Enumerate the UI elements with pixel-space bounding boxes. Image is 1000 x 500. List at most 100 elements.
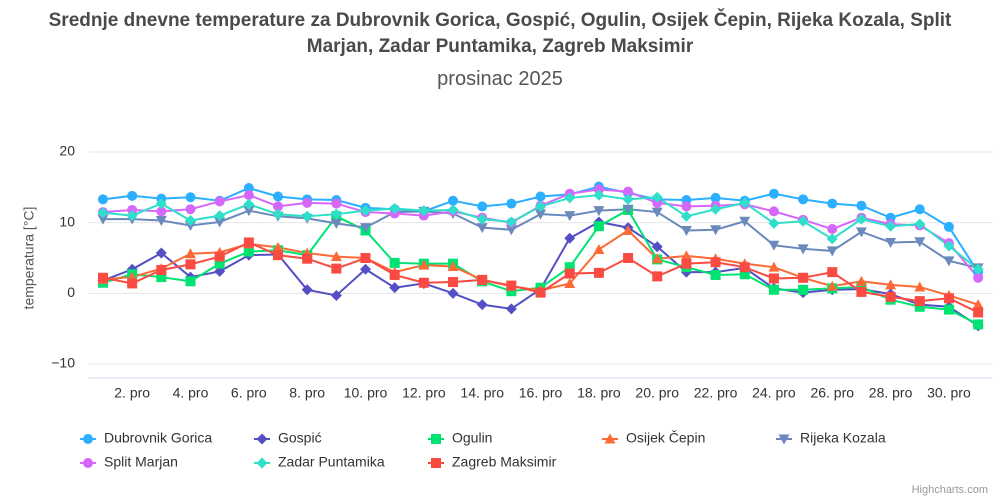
marker (827, 224, 838, 235)
marker (273, 201, 284, 212)
marker (331, 263, 342, 274)
marker (604, 433, 616, 444)
marker (593, 221, 604, 232)
marker (710, 257, 721, 268)
marker (564, 232, 576, 244)
marker (768, 217, 780, 229)
marker (768, 273, 779, 284)
marker (593, 244, 605, 255)
marker (885, 237, 897, 248)
marker (243, 246, 254, 257)
marker (505, 303, 517, 315)
marker (972, 299, 984, 310)
legend-label: Osijek Čepin (626, 430, 705, 446)
marker (330, 208, 342, 220)
marker (710, 203, 722, 215)
marker (826, 246, 838, 257)
marker (256, 433, 268, 445)
x-tick-label: 16. pro (519, 385, 563, 401)
marker (623, 186, 634, 197)
marker (914, 218, 926, 230)
marker (476, 213, 488, 225)
marker (476, 223, 488, 234)
legend-item[interactable]: Rijeka Kozala (776, 430, 886, 446)
legend-item[interactable]: Osijek Čepin (602, 430, 705, 446)
chart-title: Srednje dnevne temperature za Dubrovnik … (48, 10, 952, 57)
marker (739, 262, 750, 273)
marker (593, 184, 604, 195)
marker (506, 286, 517, 297)
marker (739, 197, 751, 209)
marker (652, 197, 663, 208)
marker (97, 194, 108, 205)
marker (477, 274, 488, 285)
marker (447, 287, 459, 299)
marker (943, 221, 954, 232)
marker (214, 196, 225, 207)
legend-item[interactable]: Zadar Puntamika (254, 454, 385, 470)
marker (185, 259, 196, 270)
marker (651, 207, 663, 218)
marker (943, 240, 955, 252)
marker (330, 251, 342, 262)
marker (973, 307, 984, 318)
marker (651, 191, 663, 203)
marker (185, 192, 196, 203)
marker (593, 206, 605, 217)
marker (256, 457, 268, 469)
marker (680, 225, 692, 236)
legend-item[interactable]: Ogulin (428, 430, 492, 446)
marker (972, 263, 984, 275)
marker (856, 200, 867, 211)
marker (680, 210, 692, 222)
marker (710, 192, 721, 203)
marker (155, 216, 167, 227)
marker (127, 204, 138, 215)
marker (155, 247, 167, 259)
marker (505, 216, 517, 228)
marker (535, 191, 546, 202)
marker (448, 195, 459, 206)
marker (797, 215, 809, 227)
marker (214, 251, 225, 262)
marker (476, 299, 488, 311)
marker (593, 189, 605, 201)
marker (418, 205, 430, 217)
marker (651, 241, 663, 253)
legend-label: Rijeka Kozala (800, 430, 886, 446)
marker (826, 280, 838, 291)
marker (739, 216, 751, 227)
marker (768, 240, 780, 251)
x-tick-label: 26. pro (810, 385, 854, 401)
marker (855, 275, 867, 286)
x-tick-label: 2. pro (114, 385, 150, 401)
legend-label: Split Marjan (104, 454, 178, 470)
marker (83, 434, 93, 444)
marker (564, 268, 575, 279)
y-tick-label: 10 (59, 213, 75, 229)
marker (768, 206, 779, 217)
marker (272, 241, 284, 252)
marker (97, 272, 108, 283)
marker (914, 237, 926, 248)
x-tick-label: 12. pro (402, 385, 446, 401)
marker (302, 197, 313, 208)
legend-item[interactable]: Zagreb Maksimir (428, 454, 557, 470)
marker (156, 206, 167, 217)
marker (885, 291, 896, 302)
marker (943, 256, 955, 267)
marker (127, 190, 138, 201)
marker (651, 253, 663, 264)
legend-label: Ogulin (452, 430, 492, 446)
legend-item[interactable]: Split Marjan (80, 454, 178, 470)
legend-item[interactable]: Dubrovnik Gorica (80, 430, 212, 446)
legend-label: Zagreb Maksimir (452, 454, 557, 470)
series-line (102, 241, 979, 314)
x-tick-label: 28. pro (869, 385, 913, 401)
marker (331, 198, 342, 209)
marker (768, 188, 779, 199)
marker (83, 458, 93, 468)
legend-item[interactable]: Gospić (254, 430, 322, 446)
legend-label: Dubrovnik Gorica (104, 430, 212, 446)
marker (185, 204, 196, 215)
